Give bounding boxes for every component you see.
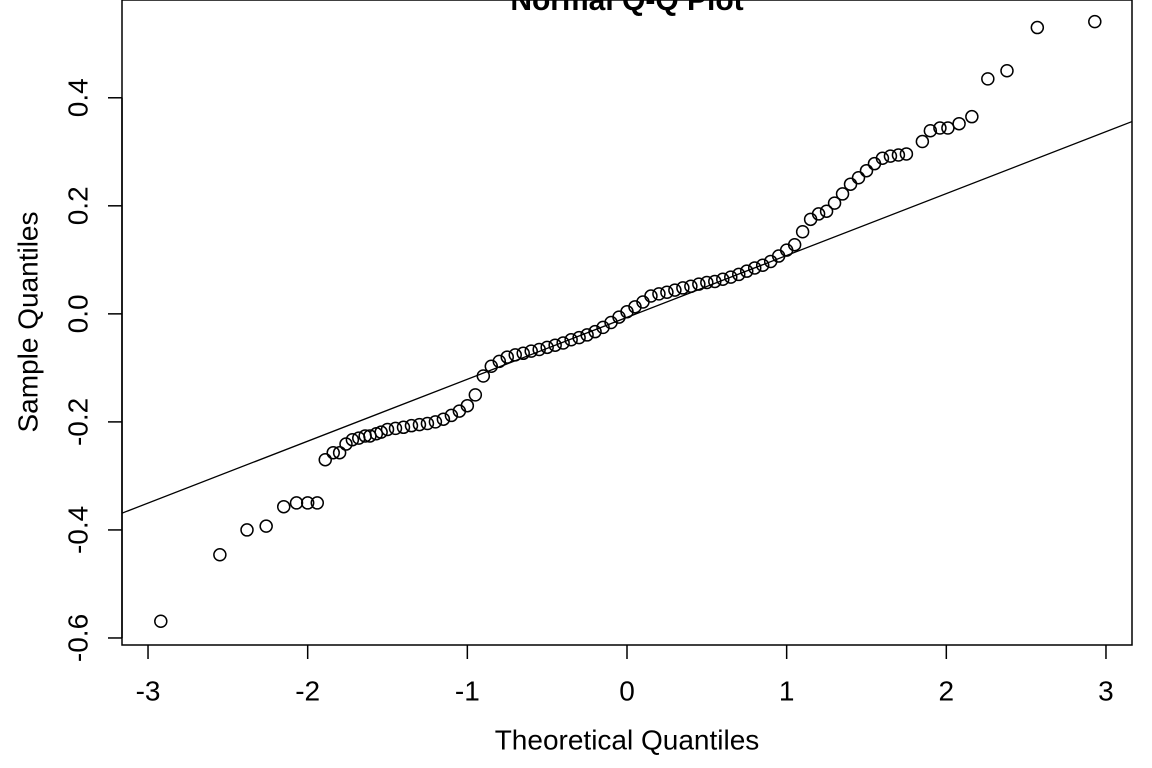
data-point: [819, 204, 834, 218]
data-point: [154, 614, 168, 628]
data-point: [516, 346, 530, 361]
data-point: [859, 163, 874, 178]
data-point: [732, 267, 746, 282]
data-point: [259, 519, 273, 533]
data-point: [1088, 14, 1102, 29]
data-point: [460, 398, 475, 413]
data-point: [588, 324, 602, 339]
data-point: [739, 264, 754, 278]
data-point: [811, 207, 826, 221]
data-point: [345, 432, 360, 447]
y-axis-label: Sample Quantiles: [12, 211, 43, 432]
data-point: [708, 274, 722, 289]
y-tick-label: -0.2: [62, 398, 93, 446]
data-point: [891, 148, 906, 162]
data-point: [380, 422, 395, 437]
data-point: [952, 116, 966, 131]
data-point: [240, 523, 254, 537]
data-point: [444, 408, 459, 423]
data-point: [981, 72, 995, 86]
x-tick-label: -3: [136, 675, 161, 706]
x-tick-label: 2: [939, 675, 955, 706]
data-point: [684, 279, 698, 294]
data-point: [524, 344, 538, 358]
data-point: [484, 359, 499, 374]
y-tick-label: 0.4: [62, 78, 93, 117]
x-axis-label: Theoretical Quantiles: [495, 724, 760, 755]
data-point: [332, 445, 347, 460]
y-tick-label: -0.6: [62, 614, 93, 662]
data-point: [965, 109, 979, 124]
y-tick-label: 0.2: [62, 186, 93, 225]
data-point: [676, 281, 690, 295]
data-point: [412, 417, 427, 432]
data-point: [468, 388, 483, 402]
data-point: [500, 350, 515, 364]
data-point: [835, 187, 850, 201]
data-point: [652, 287, 666, 301]
data-point: [213, 548, 227, 562]
data-point: [628, 300, 642, 314]
data-point: [716, 272, 730, 287]
x-tick-label: 3: [1098, 675, 1114, 706]
data-point: [795, 224, 810, 239]
data-point: [1030, 20, 1045, 35]
data-point: [300, 496, 315, 510]
data-point: [883, 149, 898, 163]
data-point: [326, 445, 340, 460]
data-point: [420, 416, 435, 431]
data-point: [404, 418, 419, 433]
data-point: [724, 270, 738, 284]
data-point: [692, 277, 706, 291]
data-point: [620, 304, 634, 319]
data-point: [755, 258, 770, 272]
data-point: [289, 496, 304, 510]
data-point: [843, 177, 858, 191]
data-point: [580, 328, 594, 342]
data-point: [564, 333, 578, 347]
data-point: [941, 121, 955, 135]
data-point: [747, 261, 762, 275]
data-point: [318, 452, 332, 467]
data-point: [476, 369, 491, 383]
data-point: [436, 412, 451, 426]
x-tick-label: 0: [619, 675, 635, 706]
data-point: [310, 496, 325, 510]
data-point: [428, 415, 443, 429]
data-point: [875, 151, 890, 166]
data-point: [1000, 64, 1014, 78]
y-tick-label: 0.0: [62, 294, 93, 333]
data-point: [532, 342, 546, 357]
data-point: [596, 320, 610, 335]
data-point: [851, 170, 866, 185]
data-point: [644, 289, 658, 303]
data-point: [915, 134, 930, 149]
data-point: [548, 338, 562, 352]
data-point: [787, 237, 802, 252]
x-tick-label: 1: [779, 675, 795, 706]
plot-frame: [121, 0, 1133, 646]
data-point: [923, 123, 938, 138]
data-point: [396, 420, 411, 435]
chart-title: Normal Q-Q Plot: [510, 0, 743, 17]
data-point: [827, 196, 842, 210]
data-point: [556, 336, 570, 350]
data-point: [374, 425, 388, 439]
data-point: [388, 421, 403, 436]
data-point: [540, 340, 554, 355]
data-point: [700, 275, 714, 290]
data-point: [660, 285, 674, 299]
data-point: [899, 147, 914, 161]
data-point: [492, 354, 507, 369]
y-tick-label: -0.4: [62, 506, 93, 554]
data-point: [668, 283, 682, 297]
data-point: [276, 499, 291, 514]
x-tick-label: -1: [455, 675, 480, 706]
x-tick-label: -2: [295, 675, 320, 706]
data-point: [508, 348, 522, 362]
data-point: [933, 121, 947, 135]
data-point: [572, 330, 586, 345]
